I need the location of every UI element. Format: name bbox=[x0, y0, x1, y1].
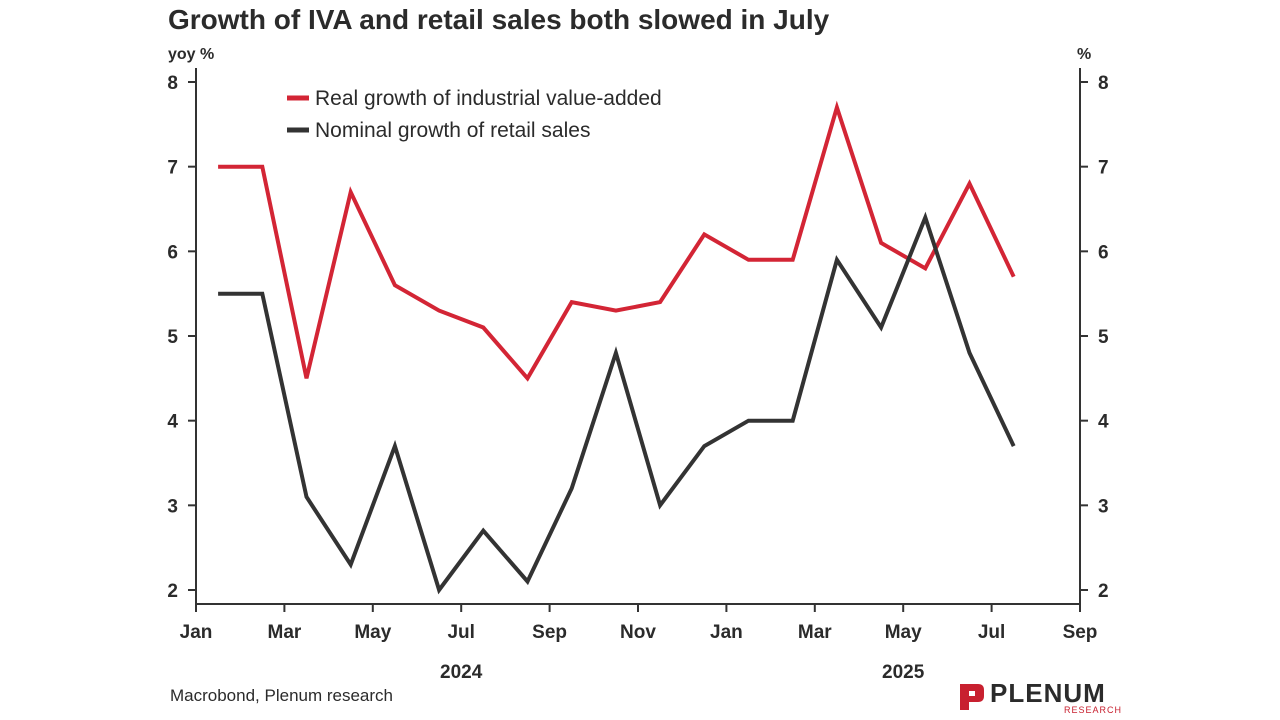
right-tick-label: 3 bbox=[1098, 496, 1109, 517]
x-tick-label: Jul bbox=[447, 622, 474, 643]
left-tick-label: 7 bbox=[167, 158, 178, 179]
plenum-logo-icon bbox=[960, 684, 984, 710]
axes bbox=[195, 68, 1081, 605]
left-tick-label: 6 bbox=[167, 242, 178, 263]
left-axis-unit: yoy % bbox=[168, 46, 214, 63]
x-ticks: Jan Mar May Jul Sep Nov Jan Mar May Jul Sep bbox=[180, 604, 1098, 643]
legend-label: Real growth of industrial value-added bbox=[315, 87, 662, 110]
left-tick-label: 3 bbox=[167, 496, 178, 517]
right-tick-label: 2 bbox=[1098, 581, 1109, 602]
year-label: 2024 bbox=[440, 662, 483, 683]
left-tick-label: 8 bbox=[167, 73, 178, 94]
logo-name: PLENUM bbox=[990, 678, 1106, 708]
x-tick-label: Sep bbox=[532, 622, 567, 643]
x-tick-label: Mar bbox=[268, 622, 302, 643]
right-tick-label: 5 bbox=[1098, 327, 1109, 348]
series-lines bbox=[218, 100, 1016, 595]
right-tick-label: 7 bbox=[1098, 158, 1109, 179]
x-tick-label: Mar bbox=[798, 622, 832, 643]
source-note: Macrobond, Plenum research bbox=[170, 686, 393, 705]
x-tick-label: Jul bbox=[978, 622, 1005, 643]
right-tick-label: 8 bbox=[1098, 73, 1109, 94]
right-tick-label: 6 bbox=[1098, 242, 1109, 263]
legend: Real growth of industrial value-added Nom… bbox=[287, 87, 662, 142]
left-y-ticks: 2 3 4 5 6 7 8 bbox=[167, 73, 196, 602]
year-labels: 2024 2025 bbox=[440, 662, 925, 683]
plenum-logo: PLENUM RESEARCH bbox=[960, 678, 1122, 715]
logo-sub: RESEARCH bbox=[1064, 705, 1122, 715]
x-tick-label: Nov bbox=[620, 622, 656, 643]
chart-title: Growth of IVA and retail sales both slow… bbox=[168, 4, 830, 35]
x-tick-label: May bbox=[885, 622, 922, 643]
left-tick-label: 4 bbox=[167, 412, 178, 433]
right-y-ticks: 2 3 4 5 6 7 8 bbox=[1080, 73, 1109, 602]
right-axis-unit: % bbox=[1077, 46, 1091, 63]
x-tick-label: Jan bbox=[710, 622, 743, 643]
left-tick-label: 5 bbox=[167, 327, 178, 348]
series-line-industrial-value-added bbox=[218, 100, 1016, 382]
year-label: 2025 bbox=[882, 662, 925, 683]
series-line-retail-sales bbox=[218, 211, 1016, 595]
left-tick-label: 2 bbox=[167, 581, 178, 602]
x-tick-label: May bbox=[354, 622, 391, 643]
legend-label: Nominal growth of retail sales bbox=[315, 119, 590, 142]
x-tick-label: Sep bbox=[1063, 622, 1098, 643]
right-tick-label: 4 bbox=[1098, 412, 1109, 433]
x-tick-label: Jan bbox=[180, 622, 213, 643]
